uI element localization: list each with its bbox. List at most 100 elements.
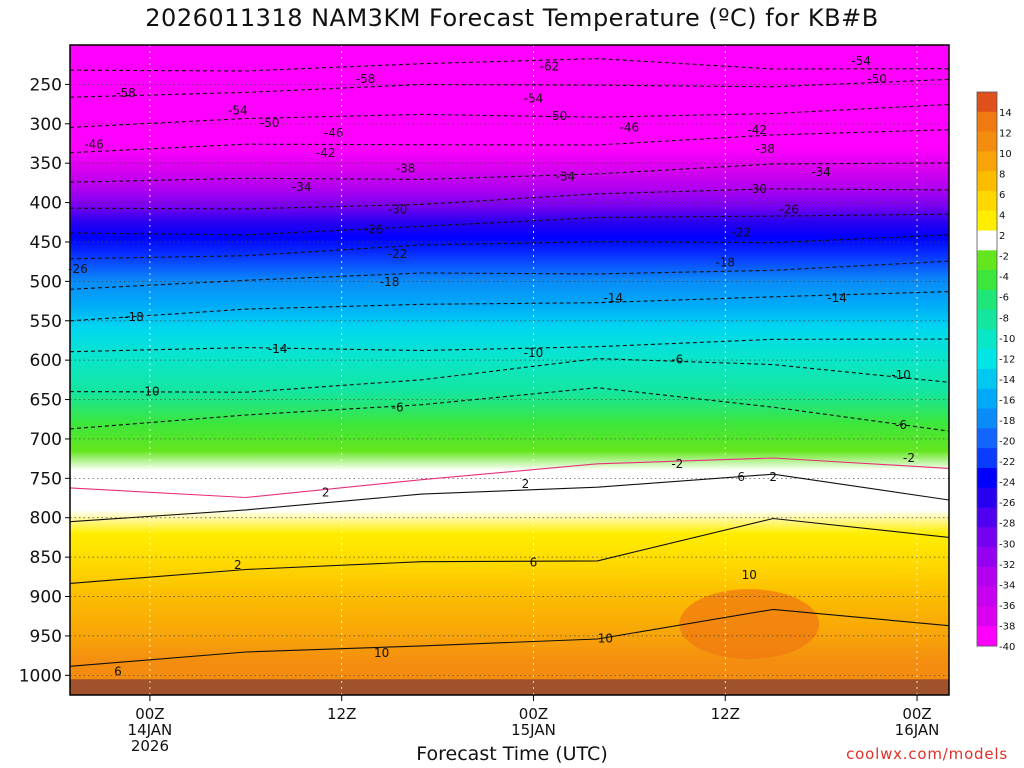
colorbar-swatch — [977, 250, 997, 271]
colorbar-label: 8 — [999, 169, 1005, 180]
contour-label: -38 — [396, 162, 416, 176]
contour-label: -30 — [388, 203, 408, 217]
colorbar-label: 12 — [999, 128, 1012, 139]
x-tick-label: 2026 — [131, 737, 169, 755]
contour-label: -46 — [620, 121, 640, 135]
colorbar-label: 6 — [999, 190, 1005, 201]
contour-label: 10 — [742, 568, 757, 582]
contour-label: -54 — [228, 103, 248, 117]
y-tick-label: 750 — [30, 469, 62, 489]
contour-label: -26 — [364, 222, 384, 236]
colorbar-swatch — [977, 369, 997, 390]
colorbar-label: 10 — [999, 149, 1012, 160]
contour-label: -34 — [292, 180, 312, 194]
colorbar-label: -6 — [999, 293, 1009, 304]
colorbar-label: -14 — [999, 375, 1015, 386]
contour-label: -50 — [548, 109, 568, 123]
contour-label: 2 — [522, 477, 530, 491]
contour-line — [69, 517, 950, 584]
chart-title: 2026011318 NAM3KM Forecast Temperature (… — [145, 4, 879, 32]
contour-line — [69, 387, 950, 432]
colorbar-label: -4 — [999, 272, 1009, 283]
contour-label: -2 — [903, 451, 915, 465]
x-axis-title: Forecast Time (UTC) — [416, 743, 608, 765]
x-tick-label: 14JAN — [128, 721, 173, 739]
contour-label: -42 — [747, 123, 767, 137]
colorbar-swatch — [977, 606, 997, 627]
contour-label: -18 — [380, 275, 400, 289]
y-tick-label: 850 — [30, 548, 62, 568]
colorbar-label: -36 — [999, 601, 1015, 612]
plot-frame — [69, 44, 950, 696]
grid-lines — [70, 45, 949, 695]
contour-label: -14 — [268, 342, 288, 356]
contour-label: -26 — [779, 203, 799, 217]
contour-label: -42 — [316, 146, 336, 160]
contour-label: -14 — [604, 291, 624, 305]
contour-label: -22 — [388, 247, 408, 261]
contour-label: -58 — [356, 72, 376, 86]
colorbar-swatch — [977, 467, 997, 489]
colorbar-swatch — [977, 210, 997, 231]
x-tick-label: 12Z — [711, 705, 740, 723]
contour-label: -10 — [140, 385, 160, 399]
contour-label: -62 — [540, 59, 560, 73]
colorbar-swatch — [977, 329, 997, 350]
contour-label: 6 — [530, 556, 538, 570]
colorbar-swatch — [977, 92, 997, 113]
colorbar-swatch — [977, 388, 997, 410]
contour-label: -54 — [851, 54, 871, 68]
colorbar-label: -28 — [999, 519, 1015, 530]
colorbar-label: -10 — [999, 334, 1015, 345]
colorbar-label: 2 — [999, 231, 1005, 242]
contour-label: -58 — [116, 86, 136, 100]
contour-label: -18 — [715, 255, 735, 269]
contour-label: -10 — [891, 368, 911, 382]
colorbar-swatch — [977, 171, 997, 192]
colorbar-label: -12 — [999, 354, 1015, 365]
warm-core — [679, 589, 820, 660]
colorbar-swatch — [977, 349, 997, 370]
contour-label: -50 — [260, 116, 280, 130]
colorbar-label: -26 — [999, 498, 1015, 509]
colorbar-swatch — [977, 507, 997, 528]
y-tick-label: 500 — [30, 272, 62, 292]
contour-label: -38 — [755, 142, 775, 156]
contour-label: -18 — [124, 310, 144, 324]
colorbar-swatch — [977, 566, 997, 588]
credit-text: coolwx.com/models — [846, 745, 1008, 763]
y-tick-label: 1000 — [19, 666, 62, 686]
contour-label: -6 — [895, 418, 907, 432]
colorbar-label: 14 — [999, 108, 1012, 119]
colorbar-label: -18 — [999, 416, 1015, 427]
colorbar-swatch — [977, 230, 997, 251]
contour-line — [69, 473, 950, 523]
y-tick-label: 600 — [30, 351, 62, 371]
contour-label: -2 — [671, 457, 683, 471]
colorbar-label: -24 — [999, 478, 1015, 489]
colorbar-swatch — [977, 586, 997, 607]
x-tick-label: 00Z — [519, 705, 548, 723]
colorbar-swatch — [977, 626, 997, 647]
plot-area — [70, 45, 949, 695]
contour-label: -34 — [811, 165, 831, 179]
contour-lines — [69, 58, 950, 667]
colorbar-swatch — [977, 487, 997, 508]
x-tick-label: 16JAN — [895, 721, 940, 739]
y-tick-label: 550 — [30, 312, 62, 332]
colorbar-swatch — [977, 190, 997, 212]
contour-label: -34 — [556, 170, 576, 184]
contour-label: 10 — [374, 646, 389, 660]
contour-label: 6 — [114, 664, 122, 678]
y-tick-label: 650 — [30, 391, 62, 411]
colorbar-swatch — [977, 408, 997, 429]
contour-label: -46 — [324, 126, 344, 140]
colorbar-swatch — [977, 448, 997, 469]
y-tick-label: 250 — [30, 75, 62, 95]
colorbar-label: -2 — [999, 252, 1009, 263]
x-tick-label: 12Z — [327, 705, 356, 723]
contour-label: -14 — [827, 291, 847, 305]
colorbar-label: -34 — [999, 580, 1015, 591]
contour-labels: -62 -54-58 -50-58 -54-54 -50-50 -46-46 -42-46-… — [68, 54, 915, 679]
